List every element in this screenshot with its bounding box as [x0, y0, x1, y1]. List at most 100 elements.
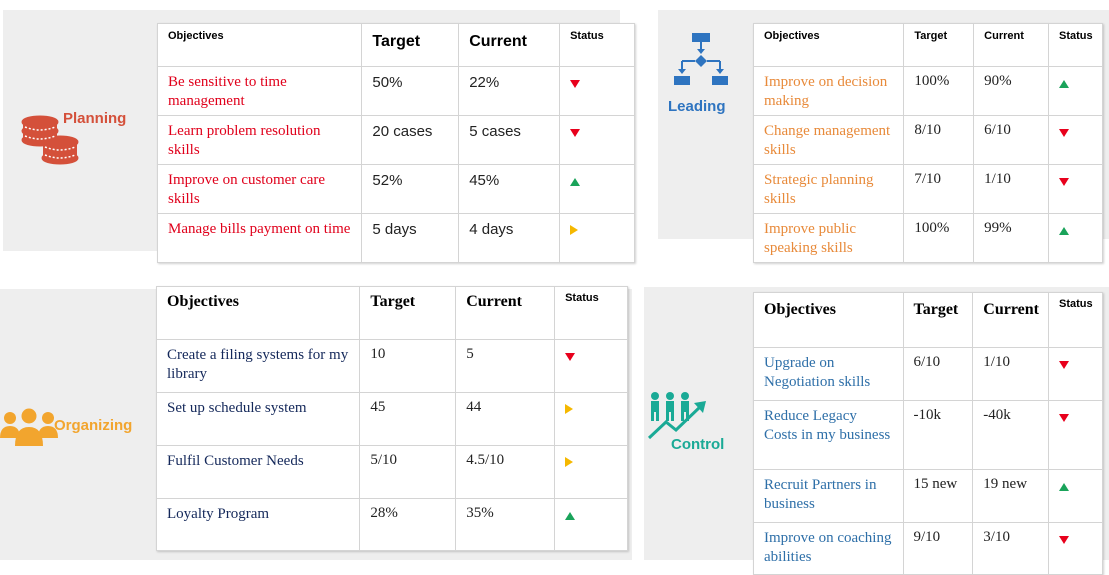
target-cell: 20 cases	[372, 123, 433, 140]
header-current: Current	[972, 292, 1049, 348]
target-cell: 15 new	[913, 476, 958, 492]
status-up-icon	[1059, 483, 1069, 491]
status-cell	[1049, 116, 1102, 142]
objective-cell: Upgrade on Negotiation skills	[764, 355, 871, 390]
objective-cell: Loyalty Program	[167, 506, 270, 522]
coins-icon	[21, 115, 79, 165]
status-down-icon	[565, 353, 576, 361]
current-cell: 19 new	[983, 476, 1028, 492]
control-icon-block: Control	[646, 390, 736, 460]
status-cell	[1049, 165, 1102, 191]
status-down-icon	[1059, 536, 1069, 544]
status-cell	[1049, 470, 1102, 496]
current-cell: 4 days	[469, 221, 514, 238]
status-down-icon	[1059, 361, 1069, 369]
target-cell: 5/10	[370, 452, 398, 468]
current-cell: 4.5/10	[466, 452, 505, 468]
objective-cell: Improve on coaching abilities	[764, 530, 892, 565]
planning-table: Objectives Target Current Status Be sens…	[156, 23, 635, 263]
target-cell: 52%	[372, 172, 403, 189]
header-status: Status	[559, 23, 635, 67]
status-cell	[1049, 214, 1102, 240]
current-cell: -40k	[983, 407, 1011, 423]
target-cell: 6/10	[913, 354, 941, 370]
status-down-icon	[1058, 178, 1069, 186]
table-row: Recruit Partners in business 15 new 19 n…	[753, 469, 1103, 523]
target-cell: 100%	[914, 220, 950, 236]
status-neutral-icon	[565, 404, 574, 414]
status-cell	[1049, 523, 1102, 549]
objective-cell: Improve public speaking skills	[764, 221, 857, 256]
growth-team-icon	[647, 392, 706, 440]
table-row: Fulfil Customer Needs 5/10 4.5/10	[155, 445, 628, 499]
table-row: Change management skills 8/10 6/10	[752, 115, 1104, 165]
target-cell: 100%	[914, 73, 950, 89]
status-up-icon	[1058, 227, 1069, 235]
target-cell: 8/10	[914, 122, 942, 138]
table-row: Improve on decision making 100% 90%	[752, 66, 1104, 116]
status-neutral-icon	[565, 457, 574, 467]
table-row: Be sensitive to time management 50% 22%	[156, 66, 635, 116]
status-down-icon	[1058, 129, 1069, 137]
status-neutral-icon	[570, 225, 579, 235]
current-cell: 22%	[469, 74, 500, 91]
target-cell: 5 days	[372, 221, 417, 238]
current-cell: 5	[466, 346, 474, 362]
objective-cell: Be sensitive to time management	[168, 74, 287, 109]
objective-cell: Change management skills	[764, 123, 891, 158]
team-icon	[0, 408, 58, 446]
objective-cell: Manage bills payment on time	[168, 221, 351, 237]
current-cell: 3/10	[983, 529, 1010, 545]
target-cell: 9/10	[913, 529, 941, 545]
status-down-icon	[570, 129, 581, 137]
status-cell	[560, 67, 634, 93]
status-cell	[1049, 401, 1102, 427]
objective-cell: Improve on customer care skills	[168, 172, 326, 207]
target-cell: 28%	[370, 505, 398, 521]
objective-cell: Create a filing systems for my library	[167, 347, 349, 382]
objective-cell: Recruit Partners in business	[764, 477, 877, 512]
current-cell: 6/10	[984, 122, 1011, 138]
current-cell: 5 cases	[469, 123, 521, 140]
status-cell	[560, 165, 634, 191]
status-cell	[1049, 67, 1102, 93]
table-row: Loyalty Program 28% 35%	[155, 498, 628, 551]
table-row: Manage bills payment on time 5 days 4 da…	[156, 213, 635, 263]
control-table: Objectives Target Current Status Upgrade…	[753, 292, 1103, 575]
objective-cell: Strategic planning skills	[764, 172, 874, 207]
leading-label: Leading	[668, 98, 726, 115]
table-row: Upgrade on Negotiation skills 6/10 1/10	[753, 347, 1103, 401]
table-row: Improve on customer care skills 52% 45%	[156, 164, 635, 214]
status-cell	[560, 116, 634, 142]
header-status: Status	[1047, 23, 1104, 67]
status-cell	[560, 214, 634, 240]
status-cell	[1049, 348, 1102, 374]
status-down-icon	[1059, 414, 1069, 422]
header-status: Status	[1048, 292, 1103, 348]
organizing-icon-block: Organizing	[0, 406, 150, 448]
organizing-label: Organizing	[54, 417, 133, 434]
objective-cell: Learn problem resolution skills	[168, 123, 321, 158]
header-objectives: Objectives	[753, 292, 904, 348]
leading-table: Objectives Target Current Status Improve…	[752, 23, 1104, 263]
header-target: Target	[359, 286, 457, 340]
current-cell: 1/10	[983, 354, 1010, 370]
status-cell	[555, 446, 627, 472]
header-current: Current	[458, 23, 561, 67]
table-row: Strategic planning skills 7/10 1/10	[752, 164, 1104, 214]
current-cell: 90%	[984, 73, 1012, 89]
target-cell: 50%	[372, 74, 403, 91]
header-target: Target	[902, 292, 974, 348]
header-target: Target	[361, 23, 460, 67]
status-up-icon	[570, 178, 581, 186]
planning-icon-block: Planning	[18, 108, 158, 168]
leading-icon-block: Leading	[662, 30, 742, 120]
organizing-table: Objectives Target Current Status Create …	[155, 286, 628, 551]
flowchart-icon	[674, 33, 728, 85]
status-cell	[555, 499, 627, 525]
header-target: Target	[903, 23, 975, 67]
table-row: Improve on coaching abilities 9/10 3/10	[753, 522, 1103, 575]
control-label: Control	[671, 436, 725, 453]
target-cell: -10k	[913, 407, 942, 423]
objective-cell: Improve on decision making	[764, 74, 888, 109]
